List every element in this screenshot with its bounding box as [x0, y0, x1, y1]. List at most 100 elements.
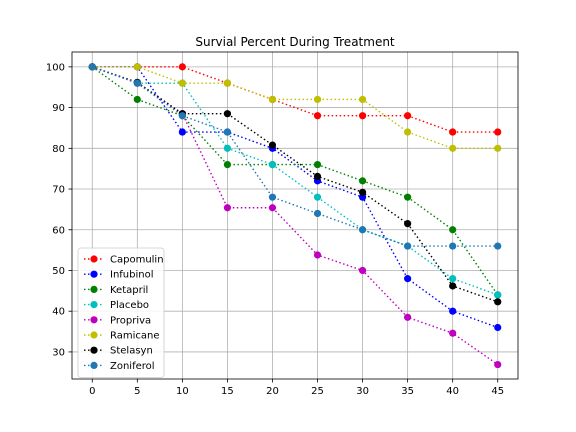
data-point-infubinol	[178, 128, 186, 136]
data-point-propriva	[404, 313, 412, 321]
data-point-ketapril	[133, 95, 141, 104]
data-point-stelasyn	[268, 141, 277, 149]
data-point-stelasyn	[449, 282, 457, 290]
data-point-ramicane	[449, 144, 457, 152]
y-tick-label: 30	[52, 347, 65, 358]
data-point-ketapril	[358, 177, 367, 185]
legend-item-zoniferol: Zoniferol	[84, 361, 155, 372]
legend-label: Propriva	[110, 315, 151, 326]
x-tick-label: 0	[89, 386, 95, 397]
y-tick-label: 80	[52, 144, 65, 155]
legend-item-placebo: Placebo	[84, 300, 149, 311]
data-point-ramicane	[358, 95, 367, 104]
legend-item-ketapril: Ketapril	[84, 285, 148, 296]
x-tick-label: 5	[134, 386, 140, 397]
data-point-zoniferol	[494, 242, 502, 250]
data-point-capomulin	[358, 112, 367, 120]
data-point-stelasyn	[404, 220, 412, 228]
legend-swatch-marker	[90, 346, 98, 354]
data-point-zoniferol	[313, 209, 322, 218]
legend-item-capomulin: Capomulin	[84, 255, 164, 266]
legend-swatch-marker	[90, 285, 98, 293]
data-point-propriva	[223, 204, 232, 212]
data-point-placebo	[313, 193, 322, 201]
series-layer	[88, 63, 502, 369]
data-point-propriva	[358, 266, 367, 275]
data-point-capomulin	[449, 128, 457, 136]
legend-swatch-marker	[90, 255, 98, 263]
data-point-ketapril	[313, 160, 322, 169]
data-point-zoniferol	[449, 242, 457, 250]
data-point-zoniferol	[178, 112, 186, 120]
data-point-ramicane	[313, 95, 322, 104]
legend: Capomulin Infubinol Ketapril Placebo Propriv…	[77, 247, 165, 379]
data-point-stelasyn	[494, 298, 502, 306]
data-point-propriva	[313, 251, 322, 259]
data-point-placebo	[494, 291, 502, 299]
data-point-infubinol	[494, 323, 502, 332]
series-line-propriva	[92, 66, 499, 366]
data-point-ketapril	[223, 160, 232, 169]
x-tick-label: 20	[266, 386, 279, 397]
data-point-zoniferol	[268, 193, 277, 201]
x-tick-label: 30	[356, 386, 369, 397]
plot-frame	[71, 51, 519, 380]
y-tick-label: 60	[52, 225, 65, 236]
legend-label: Ketapril	[110, 285, 148, 296]
legend-item-ramicane: Ramicane	[84, 331, 160, 342]
axes: 0 5 10 15 20 25 30 35 40 45 30 40 50 60 70 80 90 100	[46, 51, 519, 397]
data-point-zoniferol	[404, 242, 412, 250]
x-tick-label: 40	[446, 386, 459, 397]
legend-swatch-marker	[90, 301, 98, 309]
data-point-stelasyn	[358, 188, 367, 196]
data-point-placebo	[223, 144, 232, 152]
data-point-capomulin	[494, 128, 502, 136]
legend-label: Placebo	[110, 300, 149, 311]
data-point-ketapril	[449, 226, 457, 234]
data-point-ramicane	[133, 63, 141, 71]
y-tick-label: 100	[46, 62, 65, 73]
data-point-ketapril	[404, 193, 412, 201]
data-point-capomulin	[404, 112, 412, 120]
data-point-ramicane	[178, 79, 186, 87]
chart-title: Survial Percent During Treatment	[195, 35, 395, 49]
data-point-ramicane	[494, 144, 502, 152]
data-point-propriva	[494, 360, 502, 369]
series-ramicane	[88, 63, 502, 152]
x-tick-label: 35	[401, 386, 414, 397]
data-point-zoniferol	[133, 79, 141, 87]
legend-swatch-marker	[90, 331, 98, 339]
x-tick-label: 25	[311, 386, 324, 397]
data-point-propriva	[268, 204, 277, 212]
legend-item-propriva: Propriva	[84, 315, 151, 326]
data-point-stelasyn	[223, 110, 232, 118]
x-tick-label: 15	[221, 386, 234, 397]
legend-label: Ramicane	[110, 331, 160, 342]
legend-label: Zoniferol	[110, 361, 155, 372]
legend-box	[77, 247, 165, 379]
data-point-ramicane	[268, 95, 277, 104]
data-point-ramicane	[404, 128, 412, 136]
data-point-zoniferol	[88, 63, 96, 71]
y-tick-label: 90	[52, 103, 65, 114]
series-line-infubinol	[92, 66, 498, 329]
data-point-capomulin	[313, 112, 322, 120]
data-point-zoniferol	[223, 128, 232, 136]
legend-item-infubinol: Infubinol	[84, 270, 154, 281]
y-tick-label: 50	[52, 266, 65, 277]
y-tick-label: 70	[52, 185, 65, 196]
data-point-zoniferol	[358, 226, 367, 234]
series-zoniferol	[88, 63, 502, 250]
series-line-zoniferol	[92, 66, 498, 247]
legend-label: Stelasyn	[110, 346, 153, 357]
x-tick-label: 45	[491, 386, 504, 397]
data-point-placebo	[268, 160, 277, 169]
data-point-stelasyn	[313, 172, 322, 181]
data-point-placebo	[449, 275, 457, 283]
data-point-ramicane	[223, 79, 232, 87]
legend-label: Capomulin	[110, 255, 164, 266]
x-tick-label: 10	[176, 386, 189, 397]
data-point-infubinol	[449, 307, 457, 315]
legend-swatch-marker	[90, 270, 98, 278]
